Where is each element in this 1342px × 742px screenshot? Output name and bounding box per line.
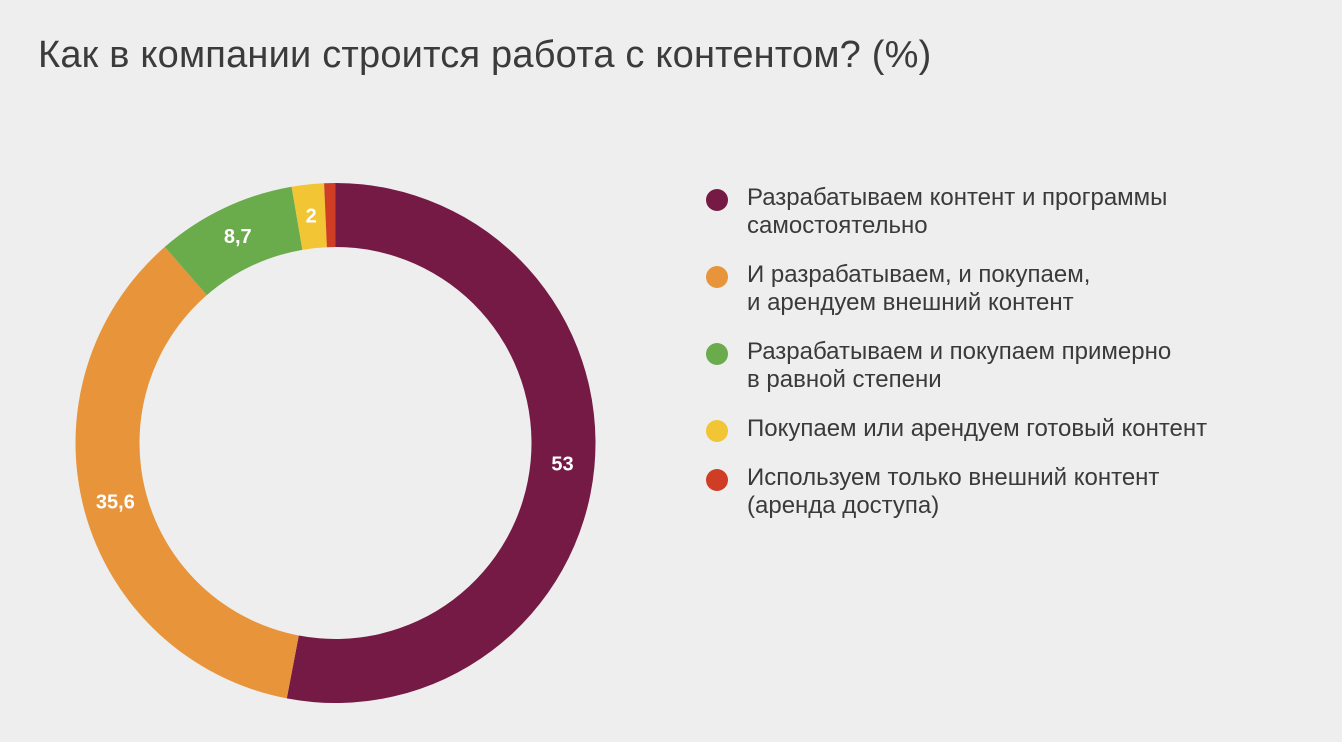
legend-label-line: Разрабатываем контент и программы <box>747 184 1168 211</box>
legend-swatch <box>706 420 728 442</box>
legend-label: Используем только внешний контент (аренда… <box>747 464 1307 520</box>
legend-item: И разрабатываем, и покупаем, и арендуем в… <box>706 261 1307 317</box>
donut-slice-2 <box>75 246 299 699</box>
legend-label-line: самостоятельно <box>747 212 928 239</box>
chart-title: Как в компании строится работа с контент… <box>38 34 932 76</box>
legend-item: Покупаем или арендуем готовый контент <box>706 415 1307 443</box>
donut-data-labels: 53 35,6 8,7 2 <box>96 205 574 513</box>
legend-label-line: И разрабатываем, и покупаем, <box>747 261 1091 288</box>
legend-swatch <box>706 189 728 211</box>
legend-label-line: Разрабатываем и покупаем примерно <box>747 338 1172 365</box>
legend-label: Разрабатываем контент и программы самосто… <box>747 184 1307 240</box>
donut-slice-4 <box>291 183 327 250</box>
data-label-3: 8,7 <box>224 226 252 248</box>
legend-swatch <box>706 266 728 288</box>
legend-label-line: в равной степени <box>747 366 942 393</box>
legend-label-line: и арендуем внешний контент <box>747 289 1074 316</box>
legend-item: Разрабатываем и покупаем примерно в равно… <box>706 338 1307 394</box>
legend-label: И разрабатываем, и покупаем, и арендуем в… <box>747 261 1307 317</box>
donut-chart: 53 35,6 8,7 2 <box>75 183 596 703</box>
data-label-2: 35,6 <box>96 491 135 513</box>
legend-label-line: Используем только внешний контент <box>747 464 1160 491</box>
legend-item: Используем только внешний контент (аренда… <box>706 464 1307 520</box>
donut-slices <box>75 183 596 703</box>
legend-label: Покупаем или арендуем готовый контент <box>747 415 1307 443</box>
legend-swatch <box>706 469 728 491</box>
legend-item: Разрабатываем контент и программы самосто… <box>706 184 1307 240</box>
legend-label: Разрабатываем и покупаем примерно в равно… <box>747 338 1307 394</box>
legend-label-line: Покупаем или арендуем готовый контент <box>747 415 1208 442</box>
data-label-4: 2 <box>306 205 317 227</box>
data-label-1: 53 <box>551 453 573 475</box>
donut-slice-1 <box>286 183 596 703</box>
legend-swatch <box>706 343 728 365</box>
chart-legend: Разрабатываем контент и программы самосто… <box>706 184 1307 541</box>
legend-label-line: (аренда доступа) <box>747 492 940 519</box>
donut-slice-5 <box>324 183 336 248</box>
donut-slice-3 <box>164 186 303 296</box>
